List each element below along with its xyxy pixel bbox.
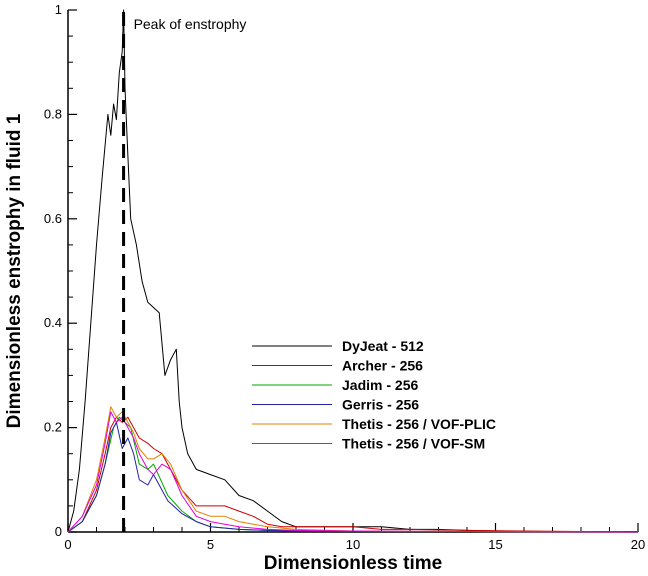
y-tick-label: 0.8 <box>44 106 62 121</box>
x-tick-label: 20 <box>631 537 645 552</box>
x-axis-title: Dimensionless time <box>264 553 442 574</box>
peak-of-enstrophy-label: Peak of enstrophy <box>134 16 247 32</box>
series-lines <box>67 9 639 533</box>
x-tick-label: 5 <box>207 537 214 552</box>
y-tick-label: 0.4 <box>44 315 62 330</box>
y-tick-label: 0 <box>55 524 62 539</box>
series-line-0 <box>67 9 582 533</box>
legend-label-2: Jadim - 256 <box>342 377 418 393</box>
y-tick-label: 0.2 <box>44 420 62 435</box>
legend: DyJeat - 512 Archer - 256 Jadim - 256 Gerri… <box>252 338 496 452</box>
x-tick-label: 10 <box>346 537 360 552</box>
legend-label-3: Gerris - 256 <box>342 397 419 413</box>
y-tick-label: 1 <box>55 2 62 17</box>
x-tick-label: 15 <box>488 537 502 552</box>
legend-label-0: DyJeat - 512 <box>342 338 424 354</box>
y-tick-label: 0.6 <box>44 211 62 226</box>
plot-area: 0 5 10 15 20 0 0.2 0.4 0.6 0.8 1 Peak of enstroph… <box>44 2 645 552</box>
legend-label-1: Archer - 256 <box>342 358 423 374</box>
series-line-5 <box>67 411 639 533</box>
series-line-4 <box>67 406 639 533</box>
x-tick-label: 0 <box>64 537 71 552</box>
y-ticks: 0 0.2 0.4 0.6 0.8 1 <box>44 2 77 539</box>
legend-label-5: Thetis - 256 / VOF-SM <box>342 436 485 452</box>
y-axis-title: Dimensionless enstrophy in fluid 1 <box>4 113 25 428</box>
legend-label-4: Thetis - 256 / VOF-PLIC <box>342 416 496 432</box>
